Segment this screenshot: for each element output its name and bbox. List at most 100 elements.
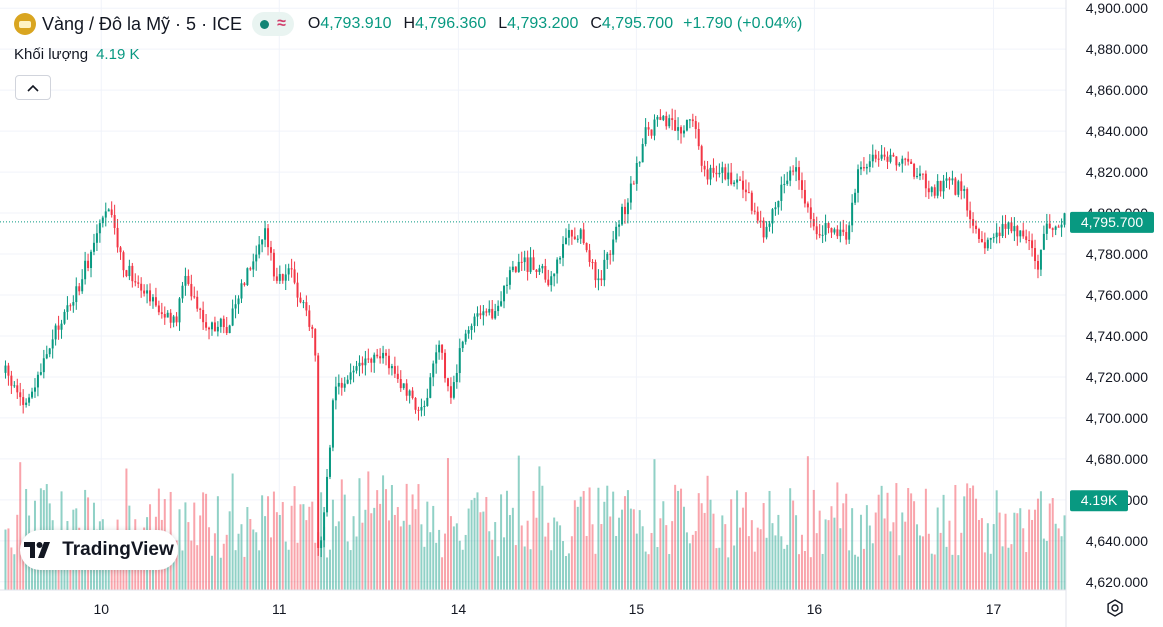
approx-icon: ≈ — [277, 15, 286, 32]
volume-bar — [432, 505, 435, 590]
volume-bar — [358, 478, 361, 590]
candle-body — [305, 302, 308, 311]
candle-body — [886, 156, 889, 162]
volume-bar — [538, 466, 541, 590]
candle-body — [718, 172, 721, 175]
candle-body — [995, 232, 998, 238]
volume-bar — [777, 514, 780, 590]
volume-bar — [798, 554, 801, 590]
volume-bar — [910, 493, 913, 590]
candle-body — [414, 397, 417, 410]
candle-body — [358, 362, 361, 367]
candle-body — [567, 230, 570, 238]
volume-bar — [10, 547, 13, 590]
volume-bar — [591, 524, 594, 590]
candle-body — [606, 253, 609, 260]
price-axis[interactable]: 4,620.0004,640.0004,660.0004,680.0004,70… — [1065, 0, 1148, 627]
volume-bar — [786, 544, 789, 590]
candle-body — [957, 181, 960, 195]
candle-body — [795, 167, 798, 172]
candle-body — [677, 127, 680, 131]
volume-bar — [963, 496, 966, 590]
volume-bar — [464, 534, 467, 590]
candle-body — [149, 290, 152, 302]
volume-bar — [768, 490, 771, 590]
candle-body — [721, 167, 724, 173]
candle-body — [570, 230, 573, 237]
volume-bar — [382, 475, 385, 590]
candle-body — [544, 266, 547, 280]
candle-body — [576, 238, 579, 240]
candle-body — [81, 279, 84, 292]
volume-bar — [323, 526, 326, 590]
volume-bar — [246, 507, 249, 590]
candle-body — [736, 179, 739, 183]
candle-body — [532, 257, 535, 270]
candle-body — [317, 355, 320, 548]
candle-body — [31, 391, 34, 398]
candle-body — [234, 304, 237, 309]
volume-bar — [317, 532, 320, 590]
candle-body — [526, 257, 529, 272]
candle-body — [467, 330, 470, 334]
volume-bar — [258, 550, 261, 590]
volume-bar — [275, 512, 278, 590]
candle-body — [845, 232, 848, 240]
volume-bar — [367, 471, 370, 590]
volume-bar — [278, 514, 281, 590]
candle-body — [72, 302, 75, 306]
volume-bar — [1010, 544, 1013, 590]
candle-body — [559, 257, 562, 260]
volume-bar — [564, 555, 567, 590]
candle-body — [706, 169, 709, 180]
candle-body — [969, 210, 972, 220]
candle-body — [591, 261, 594, 263]
volume-bar — [960, 532, 963, 590]
volume-bar — [376, 490, 379, 590]
volume-bar — [998, 512, 1001, 590]
y-tick-label: 4,900.000 — [1086, 0, 1148, 16]
market-status[interactable]: ≈ — [252, 12, 294, 36]
candle-body — [361, 362, 364, 366]
volume-bar — [600, 524, 603, 590]
candle-body — [349, 372, 352, 380]
candle-body — [960, 181, 963, 191]
candle-body — [1048, 223, 1051, 229]
candle-body — [523, 257, 526, 263]
volume-bar — [222, 543, 225, 590]
candle-body — [497, 305, 500, 312]
volume-bar — [314, 542, 317, 590]
collapse-legend-button[interactable] — [15, 75, 51, 100]
candle-body — [665, 115, 668, 127]
candle-body — [777, 200, 780, 208]
candle-body — [877, 158, 880, 160]
candle-body — [7, 365, 10, 376]
volume-bar — [187, 522, 190, 590]
candle-body — [208, 327, 211, 330]
candle-body — [547, 279, 550, 286]
volume-label[interactable]: Khối lượng — [14, 46, 89, 63]
candle-body — [1060, 224, 1063, 228]
candle-body — [199, 308, 202, 310]
candle-body — [892, 154, 895, 157]
tradingview-logo[interactable]: TradingView — [20, 530, 178, 570]
volume-bar — [806, 456, 809, 590]
volume-bar — [942, 494, 945, 590]
volume-bar — [441, 557, 444, 590]
volume-bar — [13, 554, 16, 590]
volume-bar — [311, 501, 314, 590]
volume-bar — [1042, 538, 1045, 590]
volume-bar — [898, 555, 901, 590]
time-axis[interactable]: 10 11 14 15 16 17 — [0, 589, 1066, 617]
volume-bar — [337, 521, 340, 590]
volume-bar — [272, 491, 275, 590]
volume-bar — [783, 548, 786, 590]
candle-body — [682, 130, 685, 134]
volume-bar — [892, 522, 895, 590]
candle-body — [402, 383, 405, 389]
volume-bar — [355, 536, 358, 590]
chart-settings-button[interactable] — [1104, 597, 1126, 619]
symbol-title[interactable]: Vàng / Đô la Mỹ · 5 · ICE — [42, 13, 243, 34]
volume-bar — [473, 497, 476, 590]
